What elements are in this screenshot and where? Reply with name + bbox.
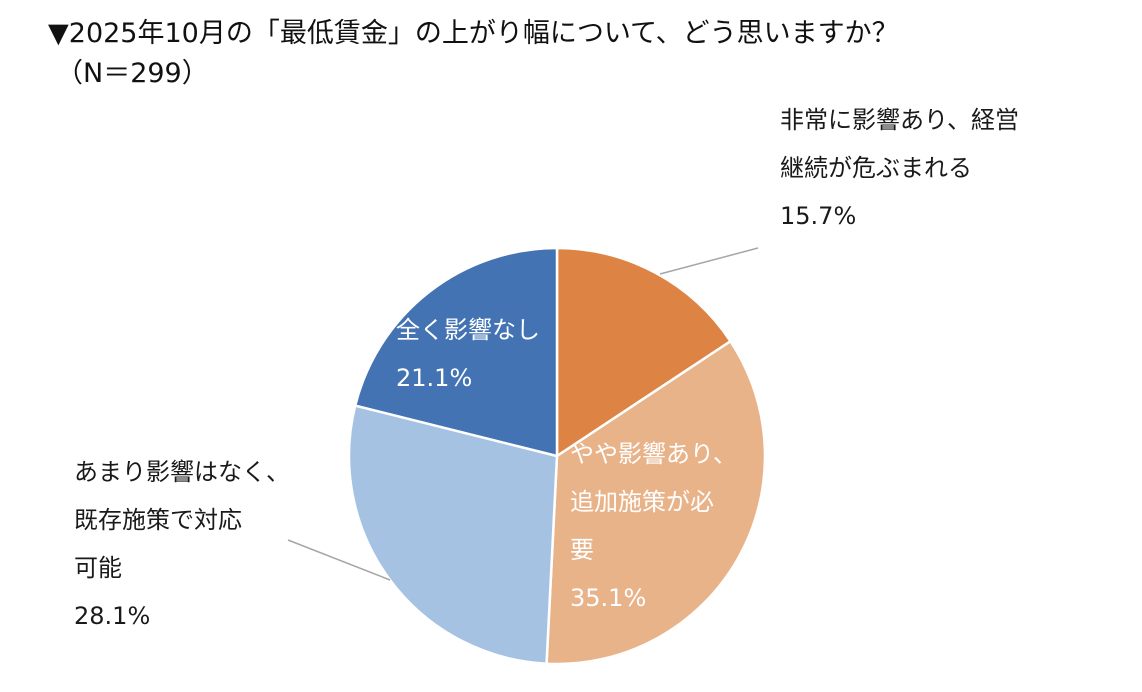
slice-severe-impact-value: 15.7% bbox=[780, 202, 856, 230]
slice-no-impact-label: 全く影響なし 21.1% bbox=[396, 316, 540, 392]
slice-severe-impact-label: 非常に影響あり、経営継続が危ぶまれる 15.7% bbox=[780, 106, 1019, 230]
slice-some-impact-label-line: 追加施策が必 bbox=[570, 488, 714, 516]
chart-title-line1: ▼2025年10月の「最低賃金」の上がり幅について、どう思いますか？ bbox=[48, 18, 899, 49]
slice-little-impact-leader-line bbox=[287, 539, 391, 581]
slice-severe-impact-label-line: 非常に影響あり、経営 bbox=[780, 106, 1019, 134]
slice-severe-impact-leader-line bbox=[659, 247, 759, 275]
slice-severe-impact bbox=[555, 246, 732, 458]
chart-title-line2: （N＝299） bbox=[56, 58, 209, 89]
slice-no-impact-label-line: 全く影響なし bbox=[396, 316, 540, 344]
slice-severe-impact-label-line: 継続が危ぶまれる bbox=[780, 154, 972, 182]
slice-little-impact-label-line: 既存施策で対応 bbox=[74, 506, 242, 534]
slice-no-impact bbox=[353, 246, 559, 458]
slice-some-impact-label-line: 要 bbox=[570, 536, 594, 564]
slice-little-impact-value: 28.1% bbox=[74, 602, 150, 630]
chart-title: ▼2025年10月の「最低賃金」の上がり幅について、どう思いますか？ （N＝29… bbox=[48, 14, 899, 94]
slice-some-impact bbox=[545, 340, 767, 666]
leader-lines bbox=[287, 247, 759, 581]
slice-some-impact-value: 35.1% bbox=[570, 584, 646, 612]
slice-some-impact-label-line: やや影響あり、 bbox=[570, 440, 737, 468]
slice-little-impact-label: あまり影響はなく、既存施策で対応可能 28.1% bbox=[74, 458, 290, 630]
slice-little-impact-label-line: 可能 bbox=[74, 554, 122, 582]
slice-some-impact-label: やや影響あり、追加施策が必要 35.1% bbox=[570, 440, 737, 612]
slice-little-impact-label-line: あまり影響はなく、 bbox=[74, 458, 290, 486]
slice-labels: 非常に影響あり、経営継続が危ぶまれる 15.7% やや影響あり、追加施策が必要 35.… bbox=[74, 106, 1019, 630]
slice-no-impact-value: 21.1% bbox=[396, 364, 472, 392]
